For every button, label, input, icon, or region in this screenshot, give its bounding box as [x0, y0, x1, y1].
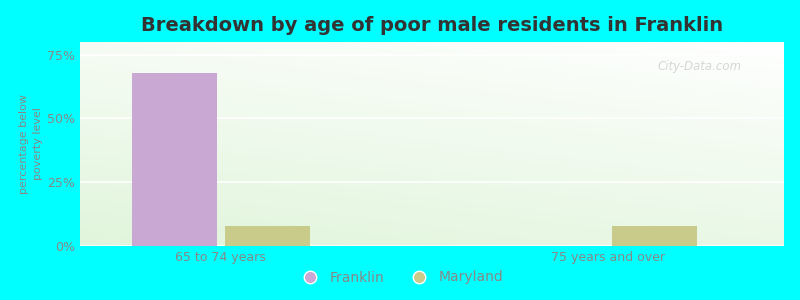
Y-axis label: percentage below
poverty level: percentage below poverty level: [19, 94, 43, 194]
Text: City-Data.com: City-Data.com: [658, 60, 742, 73]
Bar: [612, 226, 697, 246]
Legend: Franklin, Maryland: Franklin, Maryland: [291, 265, 509, 290]
Bar: [132, 73, 217, 246]
Bar: [225, 226, 310, 246]
Title: Breakdown by age of poor male residents in Franklin: Breakdown by age of poor male residents …: [141, 16, 723, 35]
